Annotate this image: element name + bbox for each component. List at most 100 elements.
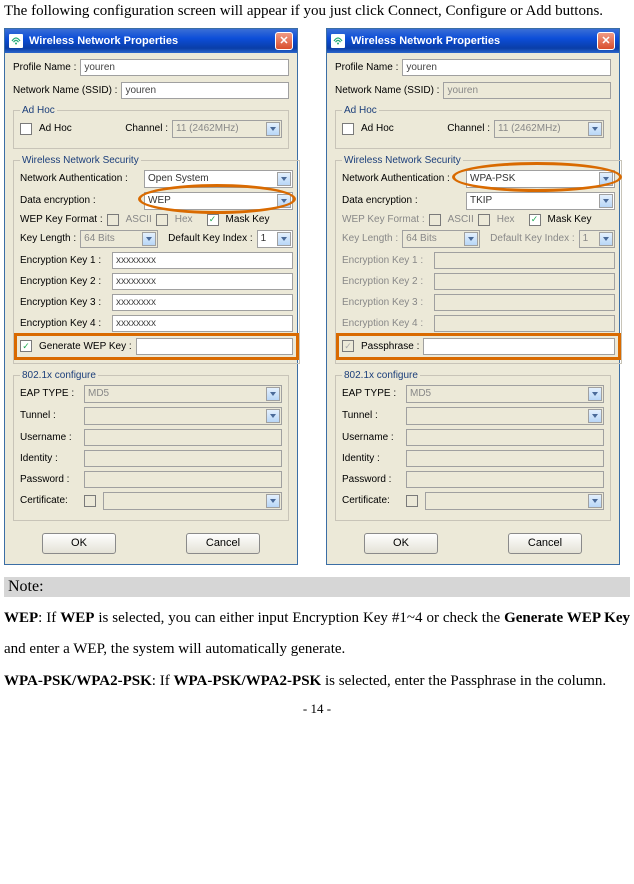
- encryption-label: Data encryption :: [342, 195, 462, 206]
- adhoc-fieldset: Ad Hoc Ad Hoc Channel : 11 (2462MHz): [335, 105, 611, 149]
- encryption-label: Data encryption :: [20, 195, 140, 206]
- eap-label: EAP TYPE :: [342, 388, 402, 399]
- auth-label: Network Authentication :: [342, 173, 462, 184]
- adhoc-checkbox[interactable]: [20, 123, 32, 135]
- hex-checkbox: [478, 214, 490, 226]
- defidx-dropdown[interactable]: 1: [257, 230, 293, 248]
- adhoc-legend: Ad Hoc: [20, 105, 57, 116]
- mask-checkbox[interactable]: ✓: [207, 214, 219, 226]
- screenshots-row: Wireless Network Properties ✕ Profile Na…: [0, 28, 634, 565]
- chevron-down-icon: [277, 232, 291, 246]
- keylen-label: Key Length :: [342, 233, 398, 244]
- ek4-label: Encryption Key 4 :: [342, 318, 430, 329]
- chevron-down-icon: [277, 172, 291, 186]
- ssid-input: youren: [443, 82, 611, 99]
- ok-button[interactable]: OK: [364, 533, 438, 554]
- ek2-input[interactable]: xxxxxxxx: [112, 273, 293, 290]
- ek3-input: [434, 294, 615, 311]
- close-icon[interactable]: ✕: [597, 32, 615, 50]
- auth-dropdown[interactable]: WPA-PSK: [466, 170, 615, 188]
- ok-button[interactable]: OK: [42, 533, 116, 554]
- cert-dropdown: [103, 492, 282, 510]
- identity-input: [406, 450, 604, 467]
- chevron-down-icon: [464, 232, 478, 246]
- profile-name-input[interactable]: youren: [80, 59, 289, 76]
- ek2-input: [434, 273, 615, 290]
- channel-label: Channel :: [125, 123, 168, 134]
- username-label: Username :: [342, 432, 402, 443]
- ascii-label: ASCII: [126, 214, 152, 225]
- eap-dropdown: MD5: [84, 385, 282, 403]
- channel-dropdown[interactable]: 11 (2462MHz): [172, 120, 282, 138]
- passphrase-input[interactable]: [423, 338, 614, 355]
- security-fieldset: Wireless Network Security Network Authen…: [13, 155, 300, 364]
- ascii-checkbox: [107, 214, 119, 226]
- chevron-down-icon: [266, 409, 280, 423]
- auth-dropdown[interactable]: Open System: [144, 170, 293, 188]
- ek1-label: Encryption Key 1 :: [20, 255, 108, 266]
- keylen-dropdown: 64 Bits: [402, 230, 480, 248]
- profile-name-label: Profile Name :: [13, 62, 76, 73]
- hex-checkbox: [156, 214, 168, 226]
- passphrase-checkbox: ✓: [342, 340, 354, 352]
- adhoc-checkbox[interactable]: [342, 123, 354, 135]
- identity-input: [84, 450, 282, 467]
- tunnel-dropdown: [406, 407, 604, 425]
- hex-label: Hex: [497, 214, 515, 225]
- mask-checkbox[interactable]: ✓: [529, 214, 541, 226]
- cert-dropdown: [425, 492, 604, 510]
- encryption-dropdown[interactable]: TKIP: [466, 192, 615, 210]
- adhoc-label: Ad Hoc: [361, 123, 394, 134]
- ascii-label: ASCII: [448, 214, 474, 225]
- defidx-label: Default Key Index :: [490, 233, 575, 244]
- keyfmt-label: WEP Key Format :: [20, 214, 103, 225]
- password-label: Password :: [342, 474, 402, 485]
- adhoc-legend: Ad Hoc: [342, 105, 379, 116]
- eap-dropdown: MD5: [406, 385, 604, 403]
- generate-input[interactable]: [136, 338, 293, 355]
- generate-label: Generate WEP Key :: [39, 341, 132, 352]
- ek4-input[interactable]: xxxxxxxx: [112, 315, 293, 332]
- note-wpa-bold: WPA-PSK/WPA2-PSK: [4, 673, 152, 689]
- dot1x-legend: 802.1x configure: [342, 370, 420, 381]
- ek4-input: [434, 315, 615, 332]
- defidx-dropdown: 1: [579, 230, 615, 248]
- keyfmt-label: WEP Key Format :: [342, 214, 425, 225]
- intro-text: The following configuration screen will …: [0, 0, 634, 28]
- ascii-checkbox: [429, 214, 441, 226]
- chevron-down-icon: [142, 232, 156, 246]
- ssid-label: Network Name (SSID) :: [13, 85, 117, 96]
- ek3-input[interactable]: xxxxxxxx: [112, 294, 293, 311]
- passphrase-label: Passphrase :: [361, 341, 419, 352]
- note-header: Note:: [4, 577, 630, 597]
- dot1x-legend: 802.1x configure: [20, 370, 98, 381]
- channel-label: Channel :: [447, 123, 490, 134]
- generate-checkbox[interactable]: ✓: [20, 340, 32, 352]
- ssid-input[interactable]: youren: [121, 82, 289, 99]
- ek1-input[interactable]: xxxxxxxx: [112, 252, 293, 269]
- page-number: - 14 -: [0, 699, 634, 717]
- cert-label: Certificate:: [342, 495, 402, 506]
- profile-name-input[interactable]: youren: [402, 59, 611, 76]
- tunnel-dropdown: [84, 407, 282, 425]
- defidx-label: Default Key Index :: [168, 233, 253, 244]
- chevron-down-icon: [588, 409, 602, 423]
- chevron-down-icon: [599, 172, 613, 186]
- chevron-down-icon: [588, 387, 602, 401]
- chevron-down-icon: [588, 494, 602, 508]
- ek1-label: Encryption Key 1 :: [342, 255, 430, 266]
- chevron-down-icon: [588, 122, 602, 136]
- tunnel-label: Tunnel :: [342, 410, 402, 421]
- encryption-dropdown[interactable]: WEP: [144, 192, 293, 210]
- chevron-down-icon: [266, 122, 280, 136]
- identity-label: Identity :: [20, 453, 80, 464]
- username-label: Username :: [20, 432, 80, 443]
- cancel-button[interactable]: Cancel: [186, 533, 260, 554]
- ek3-label: Encryption Key 3 :: [342, 297, 430, 308]
- ek1-input: [434, 252, 615, 269]
- chevron-down-icon: [266, 494, 280, 508]
- username-input: [84, 429, 282, 446]
- password-input: [84, 471, 282, 488]
- cancel-button[interactable]: Cancel: [508, 533, 582, 554]
- close-icon[interactable]: ✕: [275, 32, 293, 50]
